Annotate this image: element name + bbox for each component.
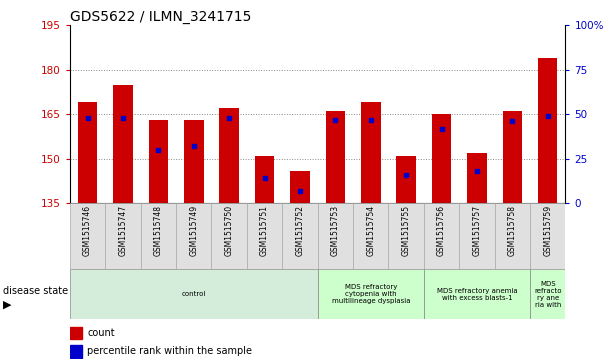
Bar (70, 345, 82, 358)
Bar (503, 111, 522, 203)
Text: disease state: disease state (3, 286, 68, 297)
Bar (105, 203, 140, 269)
Bar (176, 203, 212, 269)
Bar (78, 102, 97, 203)
Bar (495, 203, 530, 269)
Text: GSM1515756: GSM1515756 (437, 205, 446, 256)
Bar (530, 269, 565, 319)
Text: GSM1515750: GSM1515750 (225, 205, 233, 256)
Bar (467, 153, 486, 203)
Text: GSM1515748: GSM1515748 (154, 205, 163, 256)
Bar (282, 203, 317, 269)
Bar (530, 203, 565, 269)
Text: GSM1515755: GSM1515755 (402, 205, 410, 256)
Bar (389, 203, 424, 269)
Text: GSM1515746: GSM1515746 (83, 205, 92, 256)
Bar (255, 156, 274, 203)
Bar (361, 102, 381, 203)
Text: ▶: ▶ (3, 299, 12, 309)
Bar (538, 58, 558, 203)
Bar (424, 203, 459, 269)
Text: GDS5622 / ILMN_3241715: GDS5622 / ILMN_3241715 (70, 11, 251, 24)
Text: GSM1515757: GSM1515757 (472, 205, 482, 256)
Text: MDS refractory anemia
with excess blasts-1: MDS refractory anemia with excess blasts… (437, 287, 517, 301)
Bar (396, 156, 416, 203)
Bar (290, 171, 309, 203)
Bar (219, 109, 239, 203)
Text: MDS refractory
cytopenia with
multilineage dysplasia: MDS refractory cytopenia with multilinea… (331, 284, 410, 304)
Bar (353, 203, 389, 269)
Text: GSM1515749: GSM1515749 (189, 205, 198, 256)
Bar (70, 269, 317, 319)
Bar (140, 203, 176, 269)
Text: GSM1515758: GSM1515758 (508, 205, 517, 256)
Text: control: control (182, 291, 206, 297)
Bar (317, 203, 353, 269)
Text: GSM1515754: GSM1515754 (366, 205, 375, 256)
Bar (459, 203, 495, 269)
Bar (113, 85, 133, 203)
Bar (70, 327, 82, 339)
Bar (432, 114, 451, 203)
Text: MDS
refracto
ry ane
ria with: MDS refracto ry ane ria with (534, 281, 562, 307)
Text: GSM1515759: GSM1515759 (543, 205, 552, 256)
Text: GSM1515751: GSM1515751 (260, 205, 269, 256)
Text: GSM1515753: GSM1515753 (331, 205, 340, 256)
Bar (424, 269, 530, 319)
Text: percentile rank within the sample: percentile rank within the sample (88, 346, 252, 356)
Bar (317, 269, 424, 319)
Bar (149, 120, 168, 203)
Text: count: count (88, 328, 115, 338)
Bar (184, 120, 204, 203)
Bar (247, 203, 282, 269)
Bar (212, 203, 247, 269)
Bar (326, 111, 345, 203)
Text: GSM1515747: GSM1515747 (119, 205, 128, 256)
Bar (70, 203, 105, 269)
Text: GSM1515752: GSM1515752 (295, 205, 305, 256)
